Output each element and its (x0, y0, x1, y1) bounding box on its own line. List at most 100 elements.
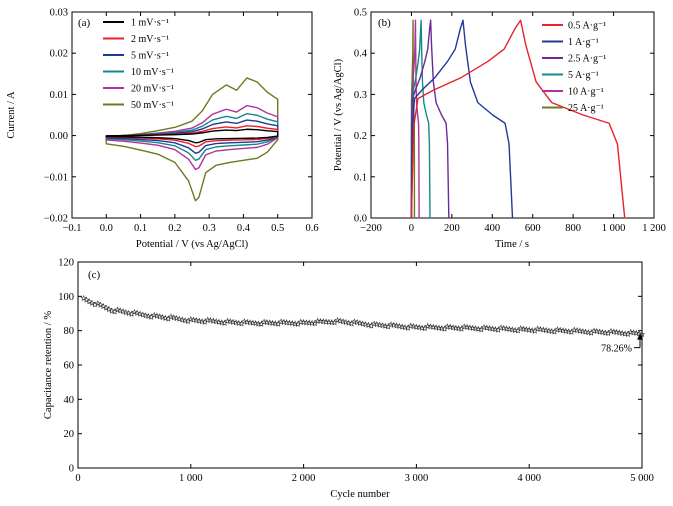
cycling-star-marker (356, 319, 364, 326)
cycling-star-marker (449, 324, 457, 331)
retention-annotation: 78.26% (601, 333, 643, 355)
cycling-star-marker (396, 322, 403, 330)
cycling-star-marker (503, 325, 510, 332)
cycling-star-marker (212, 318, 220, 325)
cycling-star-marker (599, 328, 606, 336)
cycling-star-marker (511, 326, 519, 333)
cv-y-tick-label: 0.02 (50, 49, 68, 60)
gcd-legend-label: 25 A·g⁻¹ (568, 103, 604, 114)
cycling-star-marker (458, 325, 465, 332)
cycling-chart-panel: (c) Cycle number Capacitance retention /… (43, 258, 654, 501)
cycling-star-marker (382, 322, 389, 329)
cv-x-tick-label: 0.3 (203, 223, 216, 234)
cycling-star-marker (596, 328, 603, 335)
cv-legend-label: 5 mV·s⁻¹ (131, 51, 169, 62)
cycling-star-marker (441, 325, 448, 332)
cycling-star-marker (117, 307, 124, 314)
cycling-star-marker (334, 316, 341, 323)
cycling-star-marker (108, 307, 116, 314)
cycling-star-marker (517, 325, 524, 332)
cycling-star-marker (227, 318, 234, 325)
cycling-star-marker (627, 328, 634, 335)
cycling-star-marker (466, 324, 474, 331)
cv-axis-ticks: −0.1 0.0 0.1 0.2 0.3 0.4 0.5 0.6 −0.02 −0.01 0.00 0… (44, 8, 319, 235)
cycling-star-marker (427, 323, 434, 330)
cycling-star-marker (604, 330, 612, 337)
gcd-y-tick-label: 0.5 (354, 8, 367, 19)
gcd-x-axis-label: Time / s (495, 239, 529, 250)
cycling-star-marker (221, 319, 228, 326)
cycling-star-marker (105, 306, 113, 313)
cycling-star-marker (342, 318, 350, 326)
cycling-star-marker (179, 316, 186, 323)
cycling-x-tick-label: 2 000 (292, 473, 316, 484)
cycling-star-marker (520, 325, 527, 332)
cycling-star-marker (249, 319, 257, 326)
cycling-star-marker (390, 321, 398, 328)
cycling-star-marker (554, 326, 561, 333)
gcd-y-tick-label: 0.0 (354, 214, 367, 225)
cycling-star-marker (229, 318, 237, 325)
cycling-star-marker (489, 325, 496, 332)
cycling-star-marker (469, 324, 477, 331)
cycling-star-marker (204, 316, 211, 323)
cycling-star-marker (472, 325, 479, 332)
cycling-star-marker (486, 325, 493, 332)
cycling-star-marker (500, 324, 508, 331)
cycling-star-marker (291, 320, 299, 327)
cycling-star-marker (557, 326, 564, 333)
cycling-y-tick-label: 40 (64, 395, 75, 406)
cycling-star-marker (455, 325, 462, 332)
cycling-star-marker (635, 330, 643, 337)
cv-x-tick-label: 0.0 (100, 223, 113, 234)
cycling-star-marker (534, 325, 541, 332)
cycling-star-marker (362, 321, 369, 328)
cycling-axis-ticks: 0 1 000 2 000 3 000 4 000 5 000 0 20 40 60 80 100 12… (58, 258, 654, 485)
gcd-y-axis-label: Potential / V (vs Ag/AgCl) (333, 58, 344, 171)
cycling-star-marker (506, 325, 513, 332)
cycling-star-marker (370, 320, 378, 327)
cycling-y-tick-label: 20 (64, 429, 75, 440)
annotation-label: 78.26% (601, 344, 632, 355)
cycling-y-tick-label: 0 (69, 464, 74, 475)
gcd-x-tick-label: 1 200 (642, 223, 666, 234)
gcd-curve (410, 19, 514, 219)
cv-curve (105, 112, 279, 162)
cycling-star-marker (170, 314, 178, 321)
cycling-star-marker (638, 330, 646, 337)
cycling-star-marker (421, 325, 429, 332)
cycling-star-marker (630, 329, 637, 336)
cycling-star-marker (509, 326, 516, 333)
cv-legend-label: 2 mV·s⁻¹ (131, 34, 169, 45)
cycling-star-marker (246, 319, 254, 326)
cycling-star-marker (218, 319, 226, 326)
cycling-star-marker (283, 319, 290, 326)
cycling-x-tick-label: 4 000 (517, 473, 541, 484)
cycling-star-marker (404, 324, 412, 331)
cycling-star-marker (215, 318, 223, 325)
gcd-curve (410, 19, 431, 219)
cycling-star-marker (373, 320, 381, 328)
cycling-star-marker (139, 311, 147, 318)
gcd-legend-label: 1 A·g⁻¹ (568, 37, 599, 48)
cycling-star-marker (416, 324, 423, 331)
cycling-star-marker (576, 327, 584, 334)
cycling-star-marker (337, 317, 344, 324)
cycling-x-tick-label: 1 000 (179, 473, 203, 484)
cycling-star-marker (365, 321, 372, 328)
cycling-star-marker (198, 318, 206, 325)
cycling-star-marker (444, 323, 451, 330)
cycling-star-marker (83, 296, 90, 303)
cycling-star-marker (568, 328, 575, 335)
gcd-x-tick-label: 200 (444, 223, 460, 234)
cycling-star-marker (571, 326, 578, 333)
cv-x-tick-label: 0.4 (237, 223, 251, 234)
cycling-star-marker (461, 323, 468, 330)
cycling-star-marker (579, 328, 586, 335)
cycling-star-marker (153, 312, 161, 319)
cycling-star-marker (359, 320, 367, 327)
cycling-star-marker (551, 328, 558, 335)
cycling-star-marker (588, 329, 595, 336)
cycling-star-marker (255, 320, 262, 327)
